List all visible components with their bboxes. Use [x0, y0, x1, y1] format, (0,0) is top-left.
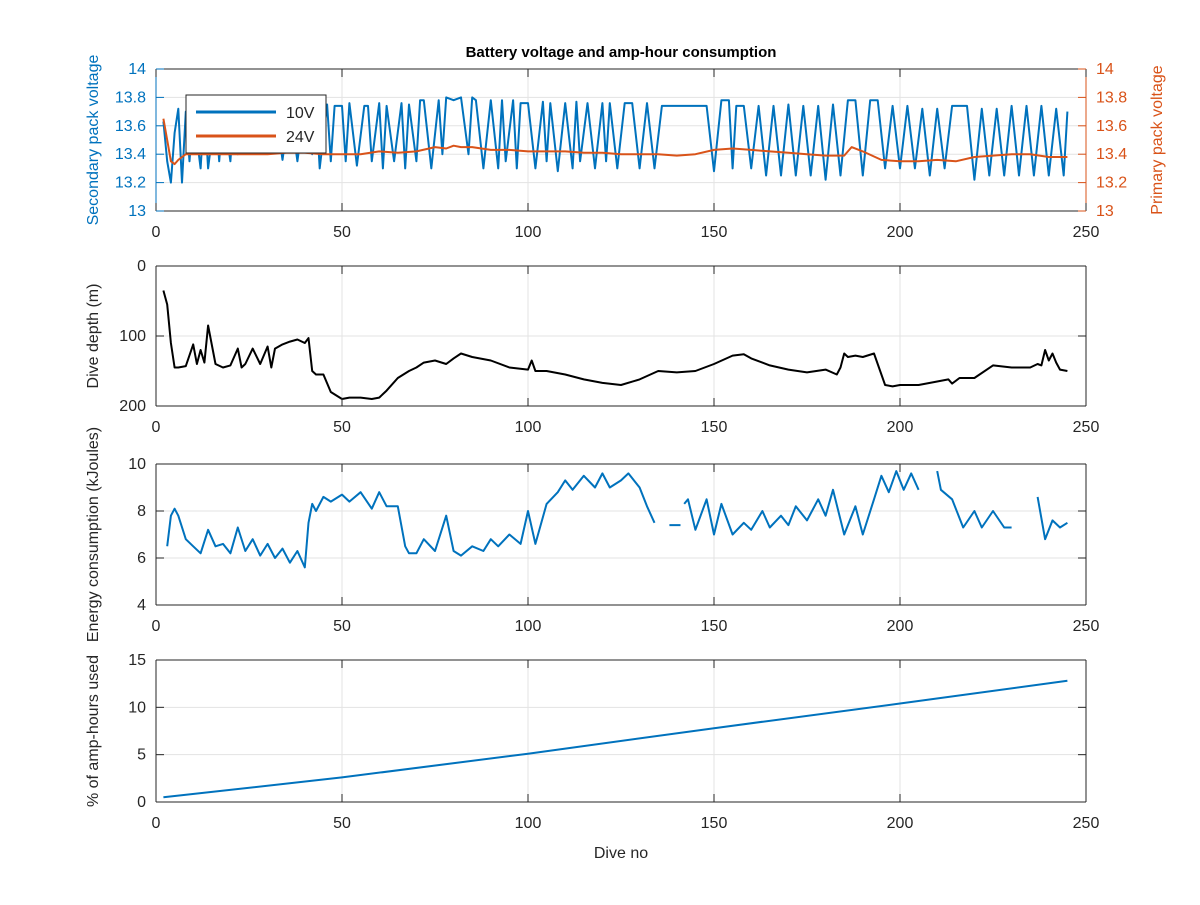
y-tick-label-right: 13.6 — [1096, 118, 1127, 135]
x-tick-label: 250 — [1073, 224, 1100, 241]
x-tick-label: 150 — [701, 224, 728, 241]
y-tick-label: 8 — [137, 503, 146, 520]
axes-voltage: 0 50 100 150 200 250 13 13.2 13.4 13.6 13.8 14 13 13.… — [85, 55, 1166, 241]
y-tick-label: 4 — [137, 597, 146, 614]
x-tick-label: 150 — [701, 815, 728, 832]
y-tick-label: 13.2 — [115, 175, 146, 192]
y-axis-label: % of amp-hours used — [85, 655, 102, 807]
x-axis-label: Dive no — [594, 845, 648, 862]
y-tick-label: 13.4 — [115, 146, 146, 163]
y-tick-label: 0 — [137, 258, 146, 275]
legend-label: 10V — [286, 105, 315, 122]
x-tick-label: 200 — [887, 224, 914, 241]
y-tick-label: 5 — [137, 747, 146, 764]
y-tick-label: 100 — [119, 328, 146, 345]
x-tick-label: 50 — [333, 419, 351, 436]
x-tick-label: 200 — [887, 815, 914, 832]
series-line-energy-0 — [166, 470, 1068, 569]
y-tick-label: 200 — [119, 398, 146, 415]
x-tick-label: 0 — [152, 419, 161, 436]
x-tick-label: 250 — [1073, 419, 1100, 436]
x-tick-label: 100 — [515, 419, 542, 436]
x-tick-label: 0 — [152, 618, 161, 635]
y-axis-label: Dive depth (m) — [85, 284, 102, 389]
x-tick-label: 100 — [515, 815, 542, 832]
x-tick-label: 0 — [152, 224, 161, 241]
figure-title: Battery voltage and amp-hour consumption — [466, 44, 777, 61]
legend-box — [185, 94, 327, 154]
y-tick-label-right: 13.8 — [1096, 89, 1127, 106]
x-tick-label: 150 — [701, 618, 728, 635]
series-line-amphours-0 — [163, 679, 1068, 799]
axes-depth: 0 50 100 150 200 250 0 100 200 Dive depth (m) — [85, 258, 1099, 436]
legend-label: 24V — [286, 129, 315, 146]
y-tick-label: 13.6 — [115, 118, 146, 135]
x-tick-label: 100 — [515, 224, 542, 241]
y-tick-label: 13 — [128, 203, 146, 220]
x-tick-label: 50 — [333, 224, 351, 241]
x-tick-label: 200 — [887, 419, 914, 436]
series-line-depth-0 — [162, 290, 1068, 400]
axes-amphours: 0 50 100 150 200 250 0 5 10 15 % of amp-hours used… — [85, 652, 1099, 862]
y-tick-label-right: 13 — [1096, 203, 1114, 220]
axes-energy: 0 50 100 150 200 250 4 6 8 10 Energy consumption (… — [85, 427, 1099, 642]
y-axis-label: Secondary pack voltage — [85, 55, 102, 226]
x-tick-label: 200 — [887, 618, 914, 635]
y-axis-label-right: Primary pack voltage — [1149, 65, 1166, 214]
y-tick-label-right: 13.2 — [1096, 175, 1127, 192]
series-line-24V — [162, 118, 1068, 166]
y-tick-label: 10 — [128, 699, 146, 716]
x-tick-label: 50 — [333, 618, 351, 635]
x-tick-label: 150 — [701, 419, 728, 436]
y-tick-label: 6 — [137, 550, 146, 567]
y-tick-label: 14 — [128, 61, 146, 78]
x-tick-label: 50 — [333, 815, 351, 832]
x-tick-label: 100 — [515, 618, 542, 635]
y-tick-label: 10 — [128, 456, 146, 473]
x-tick-label: 0 — [152, 815, 161, 832]
y-tick-label: 15 — [128, 652, 146, 669]
y-axis-label: Energy consumption (kJoules) — [85, 427, 102, 642]
y-tick-label: 13.8 — [115, 89, 146, 106]
x-tick-label: 250 — [1073, 618, 1100, 635]
y-tick-label-right: 14 — [1096, 61, 1114, 78]
x-tick-label: 250 — [1073, 815, 1100, 832]
y-tick-label: 0 — [137, 794, 146, 811]
y-tick-label-right: 13.4 — [1096, 146, 1127, 163]
